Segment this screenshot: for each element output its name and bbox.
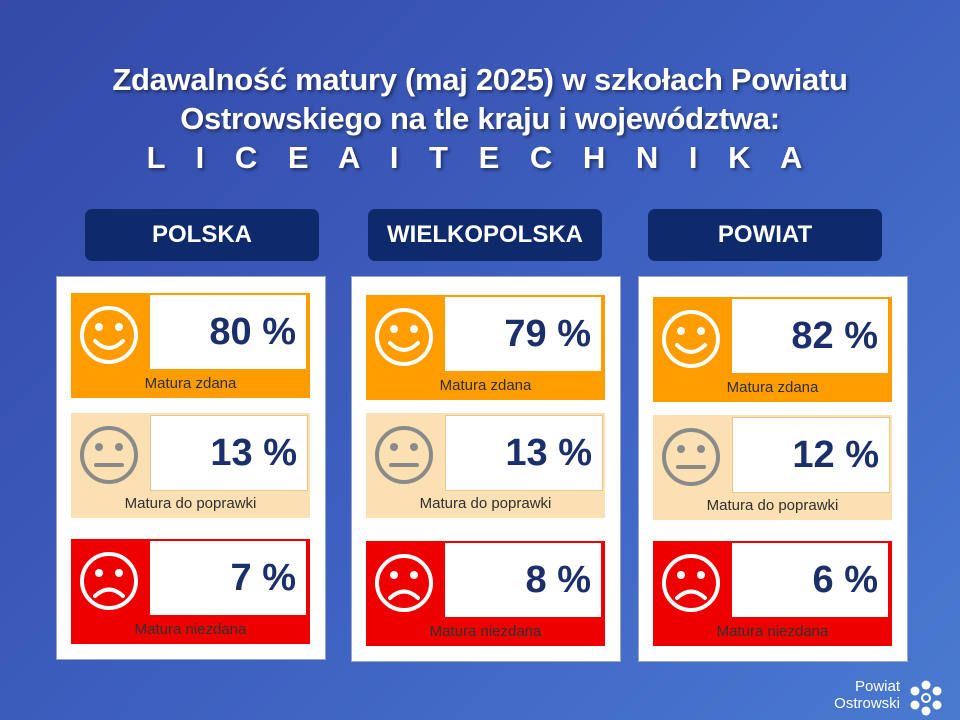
fail-label: Matura niezdana bbox=[716, 623, 829, 640]
fail-value: 8 % bbox=[525, 559, 591, 601]
sad-face-icon bbox=[662, 554, 720, 612]
logo-line-1: Powiat bbox=[854, 678, 900, 695]
header-polska: POLSKA bbox=[85, 209, 319, 261]
header-powiat: POWIAT bbox=[648, 209, 882, 261]
slide-title: Zdawalność matury (maj 2025) w szkołach … bbox=[0, 60, 960, 177]
panel-wielkopolska: 79 % Matura zdana 13 % Matura do poprawk… bbox=[351, 276, 621, 662]
fail-card: 7 % Matura niezdana bbox=[71, 539, 310, 644]
retry-card: 12 % Matura do poprawki bbox=[653, 415, 892, 520]
pass-label: Matura zdana bbox=[144, 375, 237, 392]
retry-label: Matura do poprawki bbox=[419, 495, 552, 512]
pass-label: Matura zdana bbox=[726, 379, 819, 396]
retry-label: Matura do poprawki bbox=[124, 495, 257, 512]
fail-value-box: 6 % bbox=[732, 543, 888, 617]
smiley-face-icon bbox=[80, 306, 138, 364]
title-line-3: L I C E A I T E C H N I K A bbox=[146, 140, 814, 175]
retry-card: 13 % Matura do poprawki bbox=[71, 413, 310, 518]
fail-label: Matura niezdana bbox=[429, 623, 542, 640]
title-line-2: Ostrowskiego na tle kraju i województwa: bbox=[180, 101, 780, 136]
pass-card: 82 % Matura zdana bbox=[653, 297, 892, 402]
panel-polska: 80 % Matura zdana 13 % Matura do poprawk… bbox=[56, 276, 326, 660]
pass-card: 79 % Matura zdana bbox=[366, 295, 605, 400]
fail-value: 7 % bbox=[230, 557, 296, 599]
retry-value: 13 % bbox=[505, 432, 592, 474]
pass-value: 79 % bbox=[504, 313, 591, 355]
retry-value-box: 12 % bbox=[732, 417, 890, 493]
retry-value-box: 13 % bbox=[445, 415, 603, 491]
pass-value: 80 % bbox=[209, 311, 296, 353]
neutral-face-icon bbox=[80, 426, 138, 484]
panel-powiat: 82 % Matura zdana 12 % Matura do poprawk… bbox=[638, 276, 908, 662]
header-wielkopolska: WIELKOPOLSKA bbox=[368, 209, 602, 261]
pass-card: 80 % Matura zdana bbox=[71, 293, 310, 398]
logo-text: Powiat Ostrowski bbox=[834, 678, 900, 712]
fail-card: 6 % Matura niezdana bbox=[653, 541, 892, 646]
sad-face-icon bbox=[375, 554, 433, 612]
logo-line-2: Ostrowski bbox=[834, 695, 900, 712]
pass-value-box: 82 % bbox=[732, 299, 888, 373]
fail-value-box: 8 % bbox=[445, 543, 601, 617]
smiley-face-icon bbox=[662, 310, 720, 368]
pass-value-box: 80 % bbox=[150, 295, 306, 369]
fail-value: 6 % bbox=[812, 559, 878, 601]
powiat-ostrowski-logo: Powiat Ostrowski bbox=[814, 678, 954, 718]
retry-value: 13 % bbox=[210, 432, 297, 474]
pass-value-box: 79 % bbox=[445, 297, 601, 371]
smiley-face-icon bbox=[375, 308, 433, 366]
fail-card: 8 % Matura niezdana bbox=[366, 541, 605, 646]
pass-value: 82 % bbox=[791, 315, 878, 357]
neutral-face-icon bbox=[375, 426, 433, 484]
flower-logo-icon bbox=[910, 680, 942, 716]
sad-face-icon bbox=[80, 552, 138, 610]
fail-label: Matura niezdana bbox=[134, 621, 247, 638]
pass-label: Matura zdana bbox=[439, 377, 532, 394]
retry-value-box: 13 % bbox=[150, 415, 308, 491]
title-line-1: Zdawalność matury (maj 2025) w szkołach … bbox=[112, 62, 848, 97]
fail-value-box: 7 % bbox=[150, 541, 306, 615]
retry-label: Matura do poprawki bbox=[706, 497, 839, 514]
retry-card: 13 % Matura do poprawki bbox=[366, 413, 605, 518]
retry-value: 12 % bbox=[792, 434, 879, 476]
neutral-face-icon bbox=[662, 428, 720, 486]
